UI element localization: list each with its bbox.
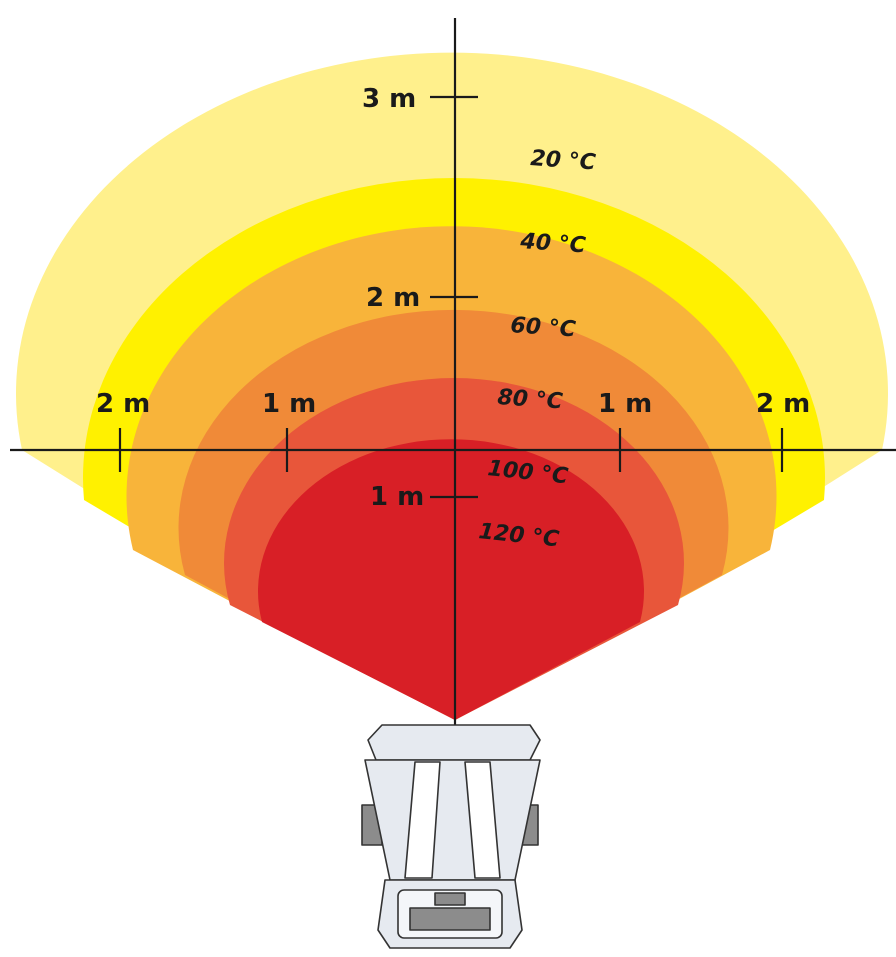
horizontal-tick-label-left-2m: 2 m: [96, 389, 150, 419]
heater-top-cap: [367, 724, 541, 761]
temp-label-40c: 40 °C: [519, 229, 587, 259]
axis-labels: 3 m 2 m 1 m 2 m 1 m 1 m 2 m: [96, 84, 810, 512]
heater-base-knob: [434, 892, 466, 906]
heater-reflector-panel-right: [464, 761, 501, 879]
vertical-tick-label-3m: 3 m: [362, 84, 416, 114]
temp-label-80c: 80 °C: [497, 385, 564, 415]
heater-reflector: [364, 759, 541, 881]
horizontal-tick-label-left-1m: 1 m: [262, 389, 316, 419]
horizontal-tick-label-right-1m: 1 m: [598, 389, 652, 419]
radiant-heater: [361, 724, 541, 949]
heater-reflector-panel-left: [404, 761, 441, 879]
vertical-tick-label-1m: 1 m: [370, 482, 424, 512]
zone-120c: [257, 439, 644, 720]
axes: [10, 18, 896, 728]
temperature-labels: 20 °C 40 °C 60 °C 80 °C 100 °C 120 °C: [477, 146, 596, 552]
heater-base-plate: [409, 907, 491, 931]
temp-label-20c: 20 °C: [530, 146, 597, 176]
heat-zones: [15, 52, 889, 720]
vertical-tick-label-2m: 2 m: [366, 283, 420, 313]
horizontal-tick-label-right-2m: 2 m: [756, 389, 810, 419]
temp-label-60c: 60 °C: [510, 313, 577, 343]
